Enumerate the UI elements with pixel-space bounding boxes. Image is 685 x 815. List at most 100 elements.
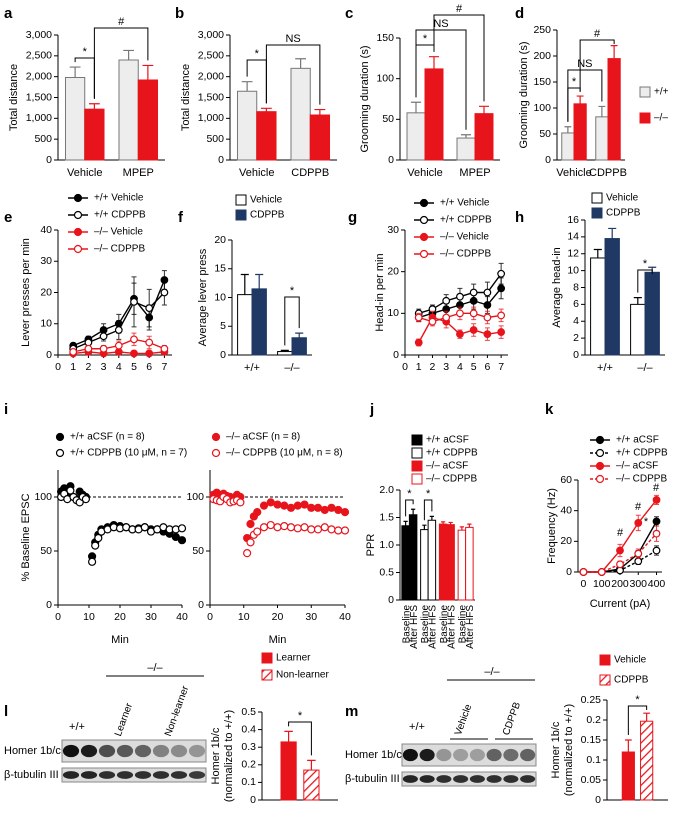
panel-letter: b: [175, 5, 184, 22]
legend-label: –/–: [654, 113, 668, 124]
bar: [280, 741, 297, 801]
bar: [595, 116, 609, 161]
legend-swatch: [591, 207, 603, 219]
marker: [320, 505, 329, 515]
legend-label: +/+ Vehicle: [94, 193, 144, 204]
panel-letter: e: [4, 209, 12, 226]
marker: [442, 296, 451, 305]
row-label: β-tubulin III: [4, 769, 59, 781]
marker: [84, 338, 93, 347]
y-tick-label: 0.1: [241, 776, 256, 788]
marker: [280, 522, 289, 531]
marker: [320, 523, 329, 532]
legend-swatch: [411, 447, 423, 459]
bar: [427, 519, 437, 601]
blot-band: [436, 775, 452, 783]
x-tick-label: 300: [629, 578, 647, 590]
y-axis-label: PPR: [365, 534, 377, 557]
y-tick-label: 50: [382, 113, 394, 125]
error-bar: [608, 227, 617, 239]
y-tick-label: 0.5: [241, 706, 256, 718]
error-bar: [411, 508, 416, 515]
error-bar: [576, 95, 584, 104]
legend-label: –/– CDPPB: [440, 249, 491, 260]
x-tick-label: 4: [457, 361, 463, 373]
x-tick-label: Vehicle: [239, 167, 274, 179]
y-tick-label: 0.15: [581, 734, 602, 746]
error-bar: [459, 526, 464, 531]
bar: [640, 720, 654, 801]
x-tick-label: 0: [581, 578, 587, 590]
y-axis-label: Grooming duration (s): [359, 46, 371, 153]
marker: [253, 527, 262, 536]
bar: [621, 751, 635, 801]
significance-label: *: [83, 46, 88, 58]
marker: [246, 519, 255, 529]
legend-swatch: [261, 652, 273, 664]
blot-band: [116, 771, 134, 779]
x-tick-label: MPEP: [459, 167, 490, 179]
y-tick-label: 500: [206, 133, 224, 145]
y-tick-label: 0: [388, 594, 394, 606]
x-tick-label: 0: [55, 361, 61, 373]
panel-letter: a: [4, 5, 13, 22]
legend-label: CDPPB: [250, 210, 285, 221]
legend-label: –/– aCSF: [616, 461, 658, 472]
error-bar: [314, 108, 326, 115]
bar: [256, 111, 277, 161]
marker: [652, 529, 661, 538]
legend-marker: [73, 227, 83, 237]
x-tick-label: Vehicle: [407, 167, 442, 179]
marker: [177, 536, 187, 545]
x-tick-label: Baseline: [439, 605, 450, 644]
x-tick-label: 6: [484, 361, 490, 373]
bar: [424, 68, 444, 161]
y-tick-label: 0: [393, 349, 399, 361]
error-bar: [643, 712, 651, 722]
bar: [573, 103, 587, 161]
bar: [137, 79, 159, 161]
bar: [590, 257, 606, 356]
error-bar: [460, 134, 472, 139]
marker: [497, 328, 506, 336]
marker: [456, 292, 464, 301]
y-axis-label: Grooming duration (s): [518, 42, 530, 149]
y-tick-label: 0.1: [586, 754, 601, 766]
marker: [69, 347, 78, 356]
y-tick-label: 0: [573, 349, 579, 361]
legend-swatch: [411, 473, 423, 485]
y-tick-label: 100: [533, 102, 551, 114]
legend-marker: [419, 198, 429, 208]
y-tick-label: 10: [567, 264, 579, 276]
legend-swatch: [639, 86, 651, 98]
marker: [114, 326, 123, 334]
error-bar: [260, 107, 272, 112]
blot-band: [520, 775, 536, 783]
error-bar: [633, 297, 642, 305]
marker: [634, 519, 643, 527]
blot-band: [520, 748, 536, 762]
y-axis-label: (normalized to +/+): [223, 710, 235, 802]
error-bar: [610, 45, 618, 59]
significance-bracket: [423, 499, 433, 521]
bar: [118, 59, 139, 161]
significance-label: #: [118, 16, 125, 28]
blot-band: [486, 748, 502, 762]
marker: [313, 503, 323, 512]
error-bar: [410, 101, 422, 113]
legend-label: +/+ CDPPB: [94, 210, 146, 221]
x-tick-label: 7: [498, 361, 504, 373]
y-tick-label: 0.5: [379, 566, 394, 578]
bar: [465, 526, 474, 601]
significance-bracket: [284, 296, 300, 346]
panel-letter: g: [348, 209, 357, 226]
x-tick-label: Vehicle: [556, 167, 591, 179]
x-tick-label: 10: [238, 611, 250, 623]
blot-band: [469, 775, 485, 783]
error-bar: [429, 515, 434, 521]
marker: [286, 523, 296, 532]
significance-bracket: [579, 39, 615, 92]
x-tick-label: +/+: [244, 362, 260, 374]
